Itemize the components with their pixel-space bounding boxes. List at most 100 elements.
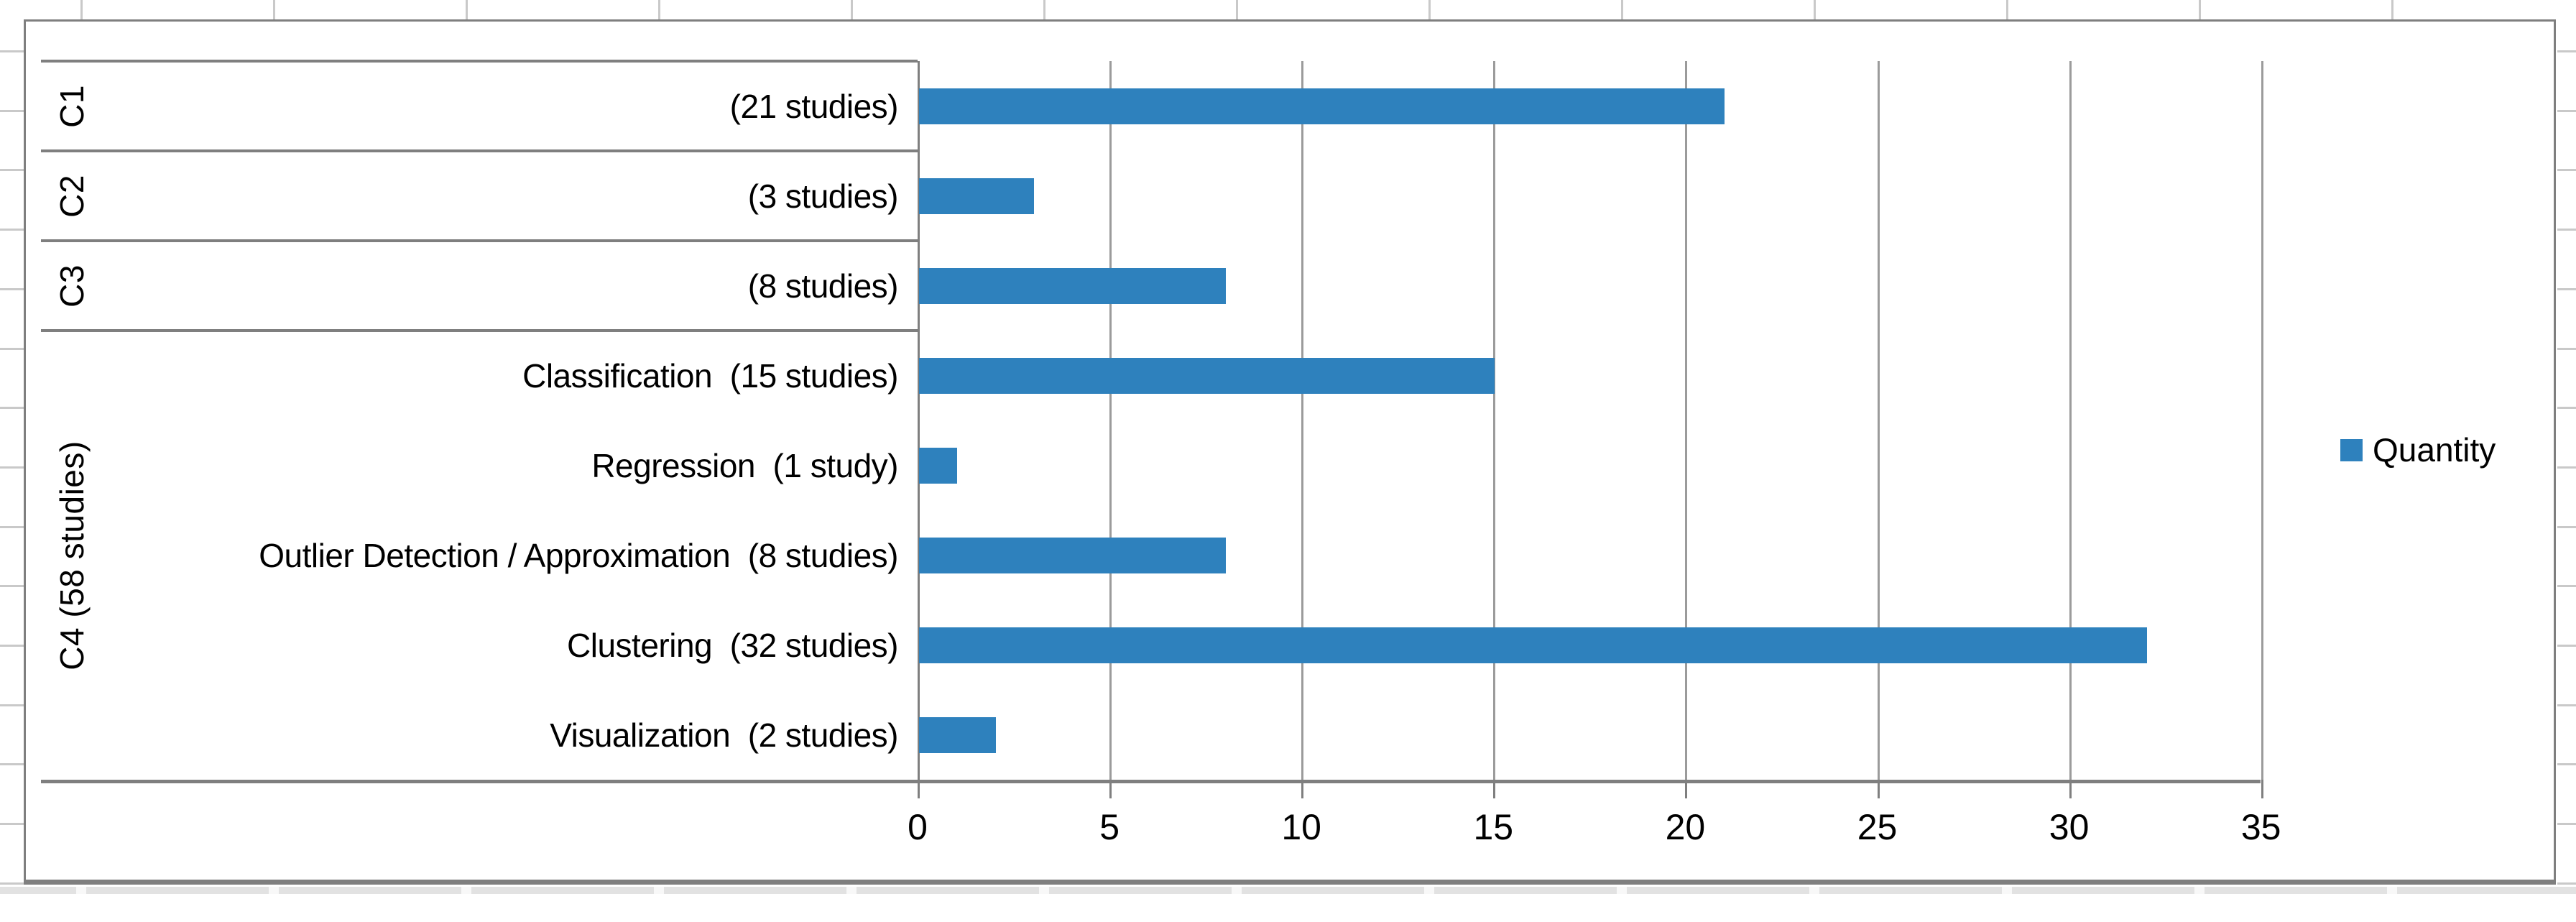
category-group-separator <box>41 149 918 152</box>
plot-gridline <box>1685 61 1688 780</box>
sheet-gridline <box>0 882 24 885</box>
sheet-gridline <box>1424 887 1434 894</box>
x-axis-line <box>41 780 2261 783</box>
sheet-gridline <box>2557 466 2576 469</box>
sheet-gridline <box>851 0 853 19</box>
x-axis-tick-label: 15 <box>1473 807 1514 847</box>
bar[interactable] <box>919 537 1227 573</box>
x-axis-tick-label: 10 <box>1281 807 1321 847</box>
category-label: Visualization (2 studies) <box>550 716 898 754</box>
sheet-gridline <box>0 763 24 766</box>
sheet-gridline <box>2194 887 2205 894</box>
axis-tick <box>1685 780 1688 798</box>
sheet-gridline <box>1617 887 1627 894</box>
bar[interactable] <box>919 447 958 484</box>
sheet-gridline <box>2557 287 2576 290</box>
bar[interactable] <box>919 178 1035 214</box>
sheet-gridline <box>2006 0 2008 19</box>
sheet-gridline <box>76 887 86 894</box>
category-group-separator <box>41 60 918 63</box>
bar[interactable] <box>919 716 996 753</box>
sheet-gridline <box>80 0 83 19</box>
axis-tick <box>2069 780 2072 798</box>
x-axis-tick-label: 0 <box>908 807 928 847</box>
sheet-gridline <box>2391 0 2393 19</box>
sheet-gridline <box>2557 882 2576 885</box>
sheet-gridline <box>461 887 471 894</box>
sheet-gridline <box>658 0 660 19</box>
sheet-gridline <box>0 645 24 647</box>
x-axis-tick-label: 30 <box>2049 807 2090 847</box>
sheet-gridline <box>1621 0 1623 19</box>
sheet-gridline <box>2557 50 2576 52</box>
sheet-gridline <box>1039 887 1049 894</box>
sheet-gridline <box>1232 887 1242 894</box>
sheet-gridline <box>0 525 24 528</box>
x-axis-tick-label: 5 <box>1099 807 1120 847</box>
sheet-gridline <box>0 347 24 350</box>
sheet-gridline <box>2557 525 2576 528</box>
sheet-gridline <box>2557 763 2576 766</box>
sheet-gridline <box>0 169 24 172</box>
sheet-gridline <box>0 704 24 706</box>
sheet-gridline <box>2557 645 2576 647</box>
category-axis-line <box>918 61 920 798</box>
bar[interactable] <box>919 357 1495 394</box>
sheet-gridline <box>2557 704 2576 706</box>
axis-tick <box>1301 780 1304 798</box>
legend-color-swatch <box>2340 438 2363 461</box>
sheet-gridline <box>466 0 468 19</box>
x-axis-tick-label: 25 <box>1857 807 1898 847</box>
sheet-gridline <box>0 50 24 52</box>
category-group-separator <box>41 239 918 242</box>
sheet-gridline <box>2557 823 2576 826</box>
bar[interactable] <box>919 267 1227 304</box>
sheet-gridline <box>269 887 279 894</box>
legend[interactable]: Quantity <box>2340 430 2496 470</box>
sheet-gridline <box>2557 585 2576 588</box>
sheet-gridline <box>2557 169 2576 172</box>
plot-gridline <box>1301 61 1304 780</box>
legend-series-label: Quantity <box>2373 431 2496 469</box>
category-group-separator <box>41 329 918 332</box>
chart-area[interactable]: Quantity 0 5 10 15 20 25 30 35 C1 (21 studies) C2(… <box>24 19 2556 885</box>
category-label: Regression (1 study) <box>591 446 898 484</box>
plot-gridline <box>1109 61 1112 780</box>
sheet-gridline <box>2002 887 2012 894</box>
sheet-gridline <box>0 287 24 290</box>
category-label: Outlier Detection / Approximation (8 stu… <box>259 536 898 574</box>
x-axis-tick-label: 20 <box>1665 807 1706 847</box>
sheet-gridline <box>2199 0 2201 19</box>
sheet-gridline <box>1236 0 1238 19</box>
sheet-gridline <box>0 466 24 469</box>
bar[interactable] <box>919 627 2147 663</box>
sheet-gridline <box>846 887 857 894</box>
sheet-gridline <box>2557 347 2576 350</box>
sheet-gridline <box>2557 229 2576 231</box>
category-label: Classification (15 studies) <box>522 356 898 395</box>
category-label: Clustering (32 studies) <box>567 626 898 664</box>
sheet-gridline <box>0 823 24 826</box>
sheet-row-band <box>0 887 2576 894</box>
category-label: (3 studies) <box>747 177 899 215</box>
sheet-gridline <box>0 585 24 588</box>
sheet-gridline <box>2387 887 2397 894</box>
bar[interactable] <box>919 88 1725 124</box>
sheet-gridline <box>2557 109 2576 112</box>
axis-tick <box>1109 780 1112 798</box>
category-label: (8 studies) <box>747 267 899 305</box>
sheet-gridline <box>654 887 664 894</box>
axis-tick <box>1493 780 1496 798</box>
sheet-gridline <box>2557 407 2576 410</box>
category-label: (21 studies) <box>729 87 899 125</box>
plot-gridline <box>2069 61 2072 780</box>
x-axis-tick-label: 35 <box>2240 807 2281 847</box>
sheet-gridline <box>1809 887 1819 894</box>
sheet-gridline <box>1814 0 1816 19</box>
plot-gridline <box>1493 61 1496 780</box>
plot-gridline <box>1877 61 1880 780</box>
sheet-gridline <box>1428 0 1431 19</box>
sheet-gridline <box>273 0 275 19</box>
axis-tick <box>1877 780 1880 798</box>
